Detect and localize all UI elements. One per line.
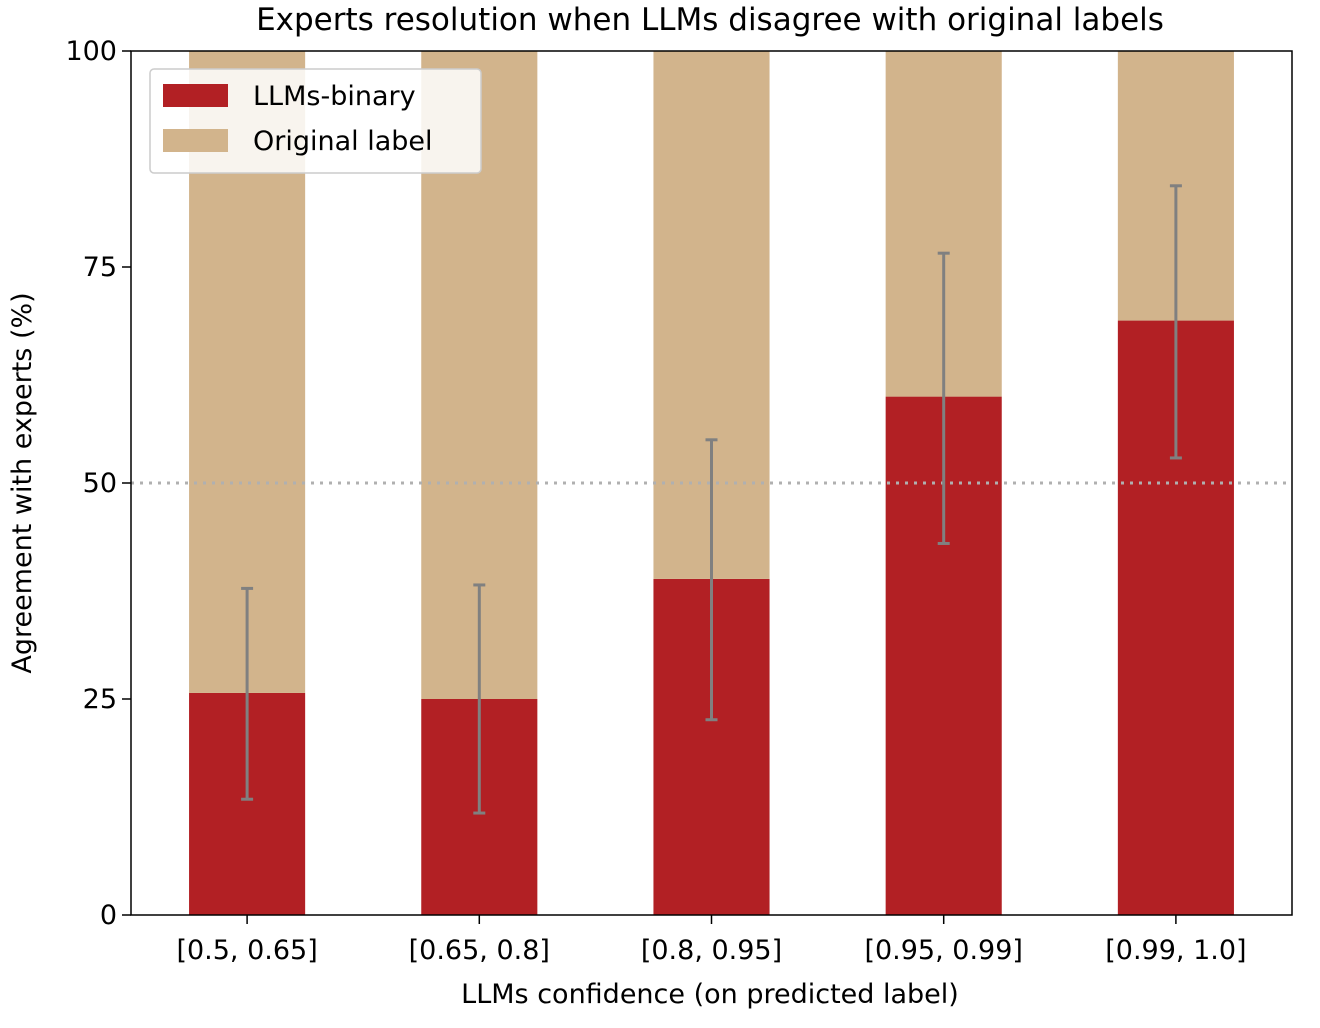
x-tick-label-2: [0.65, 0.8] — [409, 935, 550, 966]
y-axis-label: Agreement with experts (%) — [7, 292, 38, 673]
legend-box — [149, 68, 482, 174]
error-bar-3 — [705, 438, 718, 722]
x-tick-label-3: [0.8, 0.95] — [641, 935, 782, 966]
chart-title: Experts resolution when LLMs disagree wi… — [256, 2, 1164, 38]
y-axis-ticks: 0 25 50 75 100 — [65, 36, 131, 931]
legend-label-llms-binary: LLMs-binary — [253, 81, 416, 112]
legend-swatch-original-label — [163, 129, 228, 152]
y-tick-label-25: 25 — [83, 684, 117, 715]
legend-label-original-label: Original label — [253, 126, 433, 157]
y-tick-label-50: 50 — [83, 468, 117, 499]
legend: LLMs-binary Original label — [149, 68, 482, 174]
x-tick-label-5: [0.99, 1.0] — [1105, 935, 1246, 966]
error-bar-2 — [473, 583, 486, 815]
error-bar-4 — [937, 251, 950, 545]
y-tick-label-75: 75 — [83, 252, 117, 283]
x-tick-label-4: [0.95, 0.99] — [864, 935, 1022, 966]
x-axis-label: LLMs confidence (on predicted label) — [461, 979, 959, 1010]
error-bar-5 — [1169, 184, 1182, 460]
legend-swatch-llms-binary — [163, 84, 228, 107]
x-tick-label-1: [0.5, 0.65] — [176, 935, 317, 966]
error-bar-1 — [241, 586, 254, 801]
error-bars-layer — [241, 184, 1182, 815]
x-axis-ticks: [0.5, 0.65] [0.65, 0.8] [0.8, 0.95] [0.95, … — [176, 915, 1247, 966]
y-tick-label-100: 100 — [65, 36, 117, 67]
y-tick-label-0: 0 — [100, 900, 117, 931]
